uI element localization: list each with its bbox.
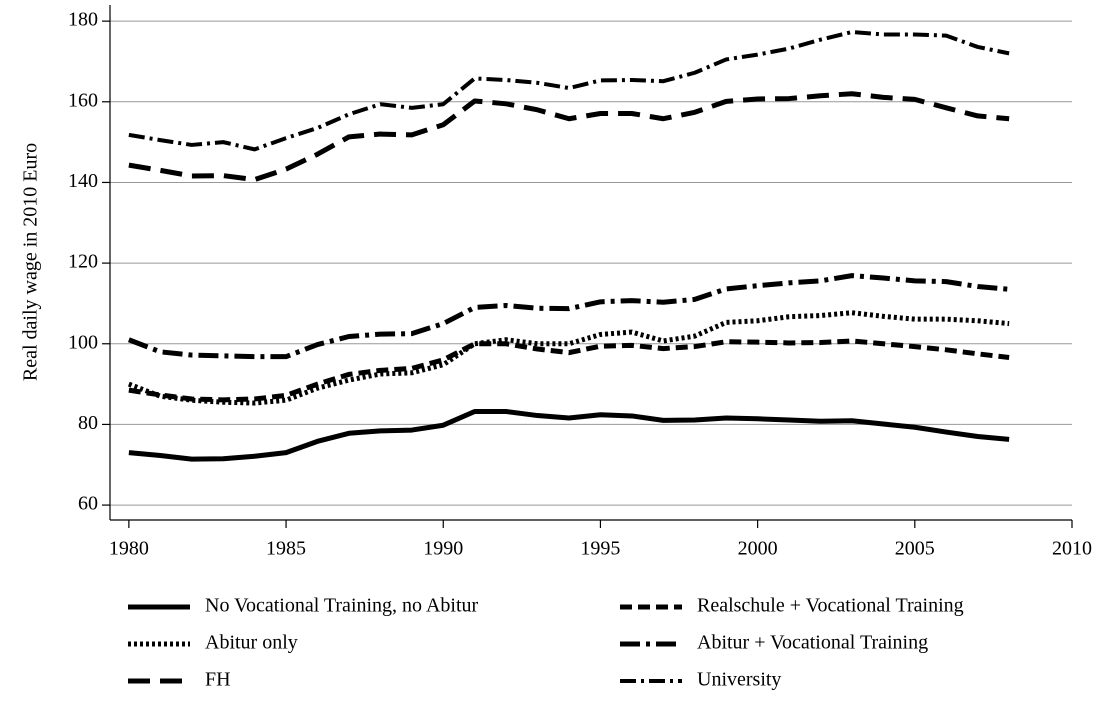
x-tick-label: 2000 xyxy=(738,538,778,560)
series-line xyxy=(128,409,1010,462)
y-tick-label: 180 xyxy=(68,9,98,31)
x-tick-label: 1985 xyxy=(266,538,306,560)
legend-label: University xyxy=(697,669,781,691)
y-tick-label: 80 xyxy=(78,412,98,434)
legend-label: Abitur only xyxy=(205,632,298,654)
x-tick-label: 2010 xyxy=(1052,538,1092,560)
series-line xyxy=(128,91,1010,183)
legend-label: Abitur + Vocational Training xyxy=(697,632,928,654)
series-line xyxy=(128,30,1010,152)
x-tick-label: 1980 xyxy=(109,538,149,560)
x-tick-label: 2005 xyxy=(895,538,935,560)
legend-label: No Vocational Training, no Abitur xyxy=(205,595,479,617)
series-line xyxy=(128,338,1010,403)
x-tick-label: 1995 xyxy=(580,538,620,560)
legend-label: Realschule + Vocational Training xyxy=(697,595,964,617)
x-tick-label: 1990 xyxy=(423,538,463,560)
y-tick-label: 140 xyxy=(68,170,98,192)
y-tick-label: 160 xyxy=(68,89,98,111)
y-tick-label: 100 xyxy=(68,331,98,353)
y-tick-label: 60 xyxy=(78,493,98,515)
legend-label: FH xyxy=(205,669,231,691)
y-tick-label: 120 xyxy=(68,251,98,273)
series-line xyxy=(127,273,1010,360)
y-axis-label: Real daily wage in 2010 Euro xyxy=(20,143,42,381)
